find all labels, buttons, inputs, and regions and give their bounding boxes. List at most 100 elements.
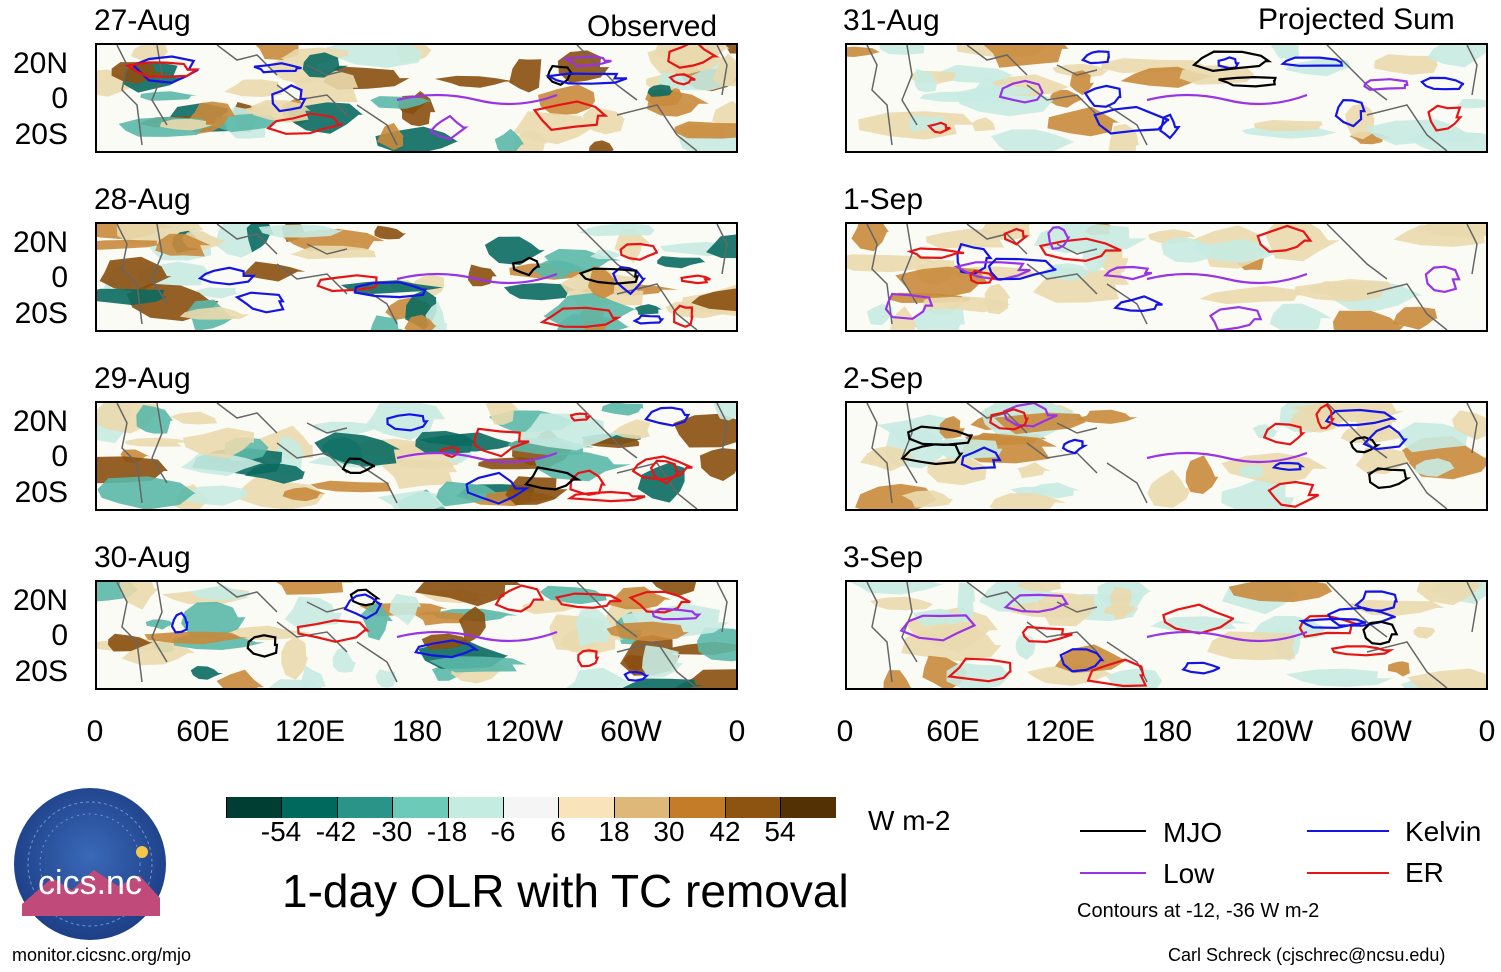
olr-anomaly-shading	[939, 416, 965, 439]
olr-anomaly-shading	[601, 403, 644, 416]
coastline	[1106, 462, 1148, 504]
olr-anomaly-shading	[282, 487, 326, 502]
olr-anomaly-shading	[1185, 455, 1219, 494]
olr-anomaly-shading	[370, 96, 433, 109]
date-label-right-1: 31-Aug	[843, 4, 940, 37]
wave-contour	[545, 72, 628, 85]
lat-label-0: 0	[51, 619, 68, 652]
coastline	[216, 403, 278, 434]
olr-anomaly-shading	[513, 111, 595, 145]
olr-anomaly-shading	[182, 427, 255, 459]
olr-anomaly-shading	[1355, 447, 1411, 475]
wave-contour	[1330, 645, 1395, 657]
lon-label: 120E	[1024, 715, 1096, 748]
olr-anomaly-shading	[1190, 238, 1279, 263]
coastline	[306, 601, 348, 613]
wave-contour	[1324, 408, 1398, 427]
low-frequency-contour	[1146, 451, 1308, 464]
wave-contour	[631, 455, 693, 481]
coastline	[1366, 104, 1448, 151]
wave-contour	[316, 274, 382, 293]
olr-anomaly-shading	[325, 45, 424, 68]
legend-label-er: ER	[1405, 857, 1444, 888]
legend-line-er	[1307, 872, 1389, 874]
wave-contour	[960, 446, 1002, 470]
olr-anomaly-shading	[534, 452, 631, 482]
olr-anomaly-shading	[1034, 224, 1147, 253]
olr-anomaly-shading	[1179, 65, 1255, 85]
colorbar-label: 42	[709, 816, 741, 847]
wave-contour	[900, 443, 964, 466]
low-frequency-contour	[396, 630, 558, 643]
olr-anomaly-shading	[575, 606, 613, 648]
wave-contour	[428, 114, 469, 141]
olr-anomaly-shading	[927, 453, 989, 486]
olr-anomaly-shading	[97, 69, 142, 97]
wave-contour	[1424, 265, 1461, 294]
coastline	[616, 283, 698, 330]
coastline	[116, 582, 143, 683]
olr-anomaly-shading	[136, 404, 173, 434]
cics-logo	[12, 786, 168, 942]
coastline	[716, 582, 728, 633]
olr-anomaly-shading	[1451, 410, 1486, 440]
olr-anomaly-shading	[983, 45, 1069, 68]
olr-anomaly-shading	[537, 84, 595, 116]
olr-anomaly-shading	[332, 647, 356, 673]
olr-anomaly-shading	[144, 631, 249, 645]
wave-contour	[1315, 403, 1335, 430]
coastline	[576, 224, 638, 280]
coastline	[1326, 45, 1388, 101]
olr-anomaly-shading	[503, 283, 577, 301]
colorbar-cell	[226, 797, 282, 818]
colorbar-cell	[281, 797, 338, 818]
coastline	[116, 403, 143, 504]
wave-contour	[946, 657, 1012, 683]
olr-anomaly-shading	[725, 45, 736, 54]
olr-anomaly-shading	[991, 129, 1075, 151]
coastline	[576, 582, 638, 638]
lon-label: 0	[728, 715, 746, 748]
olr-anomaly-shading	[1333, 310, 1405, 330]
olr-anomaly-shading	[160, 118, 214, 131]
coastline	[1026, 263, 1098, 295]
wave-contour	[546, 64, 575, 87]
olr-anomaly-shading	[1387, 661, 1410, 677]
wave-contour	[197, 266, 256, 286]
olr-anomaly-shading	[119, 582, 159, 610]
olr-anomaly-shading	[377, 490, 456, 509]
wave-contour	[465, 471, 531, 505]
map-panel	[845, 43, 1488, 153]
map-panel	[845, 401, 1488, 511]
wave-contour	[511, 256, 541, 277]
olr-anomaly-shading	[533, 260, 585, 279]
colorbar-label: 18	[598, 816, 630, 847]
legend-line-low	[1080, 872, 1146, 874]
wave-contour	[1349, 436, 1381, 454]
wave-contour	[1363, 78, 1409, 91]
olr-anomaly-shading	[1161, 237, 1217, 263]
lon-label: 180	[391, 715, 443, 748]
coastline	[151, 403, 168, 484]
wave-contour	[643, 406, 691, 427]
wave-contour	[884, 292, 934, 320]
olr-anomaly-shading	[140, 91, 197, 101]
coastline	[276, 84, 348, 116]
wave-contour	[341, 457, 376, 474]
olr-anomaly-shading	[242, 261, 306, 282]
wave-contour	[611, 266, 647, 296]
olr-anomaly-shading	[914, 68, 938, 93]
coastline	[151, 224, 168, 305]
coastline	[306, 64, 348, 76]
lon-label: 120W	[484, 715, 564, 748]
coastline	[151, 45, 168, 126]
olr-anomaly-shading	[1269, 303, 1332, 330]
olr-anomaly-shading	[494, 128, 525, 151]
wave-contour	[1083, 84, 1122, 108]
wave-contour	[673, 304, 694, 328]
olr-anomaly-shading	[1031, 482, 1081, 499]
olr-anomaly-shading	[847, 46, 881, 57]
lon-label: 60W	[600, 715, 662, 748]
coastline	[1106, 283, 1148, 325]
wave-contour	[1362, 620, 1399, 646]
